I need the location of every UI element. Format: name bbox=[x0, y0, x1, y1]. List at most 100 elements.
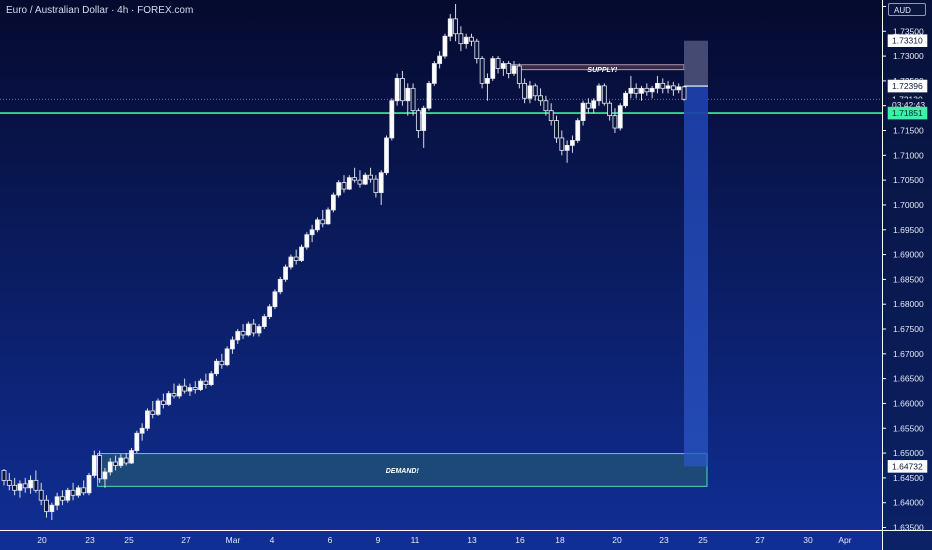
candle-body-up bbox=[261, 316, 267, 327]
candle bbox=[607, 100, 613, 121]
candle bbox=[522, 78, 528, 104]
candle bbox=[628, 75, 634, 99]
candle-body-up bbox=[676, 86, 682, 91]
y-tick-label: 1.69000 bbox=[893, 250, 924, 260]
candle bbox=[458, 26, 464, 52]
projection-target-box bbox=[684, 86, 708, 467]
candle-body-down bbox=[357, 179, 363, 185]
candle-body-down bbox=[219, 360, 225, 366]
candle-body-down bbox=[601, 85, 607, 104]
candle-body-up bbox=[336, 182, 342, 196]
candle bbox=[660, 78, 666, 94]
price-marker-box bbox=[887, 79, 928, 93]
candle bbox=[1, 468, 7, 486]
candle-body-up bbox=[187, 387, 193, 392]
candle bbox=[617, 103, 623, 131]
candle-body-down bbox=[474, 40, 480, 59]
candle-body-up bbox=[277, 278, 283, 293]
candle-body-up bbox=[86, 475, 92, 494]
candle-body-up bbox=[437, 55, 443, 64]
candle bbox=[591, 98, 597, 114]
candle-body-up bbox=[394, 78, 400, 102]
candle bbox=[107, 458, 113, 476]
candle-body-down bbox=[522, 82, 528, 99]
candle-body-down bbox=[495, 58, 501, 69]
candle bbox=[495, 56, 501, 74]
candle bbox=[208, 371, 214, 387]
candle-body-up bbox=[431, 63, 437, 84]
candle bbox=[230, 336, 235, 354]
candle-body-up bbox=[596, 85, 602, 102]
candle-body-up bbox=[426, 82, 432, 109]
candle-body-down bbox=[6, 479, 12, 486]
candle bbox=[118, 454, 124, 468]
supply-zone-label: SUPPLY! bbox=[587, 67, 617, 74]
candle-body-up bbox=[591, 100, 597, 109]
x-tick-label: 4 bbox=[270, 535, 275, 545]
candle-body-up bbox=[54, 496, 60, 506]
candle bbox=[245, 321, 251, 337]
candle bbox=[368, 167, 373, 183]
candle bbox=[469, 33, 474, 47]
candle-body-down bbox=[670, 85, 676, 91]
candle bbox=[240, 324, 246, 339]
candle-body-up bbox=[315, 219, 320, 231]
candle-body-up bbox=[102, 471, 108, 480]
candle bbox=[612, 108, 618, 133]
candle-body-up bbox=[442, 35, 448, 57]
x-tick-label: 30 bbox=[803, 535, 813, 545]
chart-title: Euro / Australian Dollar · 4h · FOREX.co… bbox=[6, 5, 194, 16]
candle bbox=[219, 353, 225, 369]
candle-body-down bbox=[479, 58, 485, 84]
candle bbox=[214, 358, 219, 377]
candle-body-up bbox=[623, 92, 628, 107]
candle bbox=[320, 209, 326, 228]
zones: SUPPLY! DEMAND! bbox=[97, 40, 708, 487]
candle-body-up bbox=[17, 483, 23, 491]
candle bbox=[575, 118, 581, 143]
y-tick-label: 1.65000 bbox=[893, 448, 924, 458]
candle bbox=[70, 482, 76, 501]
candle-body-up bbox=[617, 105, 623, 129]
candle bbox=[288, 254, 294, 270]
candle bbox=[102, 467, 108, 488]
x-tick-label: 16 bbox=[515, 535, 525, 545]
candle bbox=[49, 502, 55, 521]
candle bbox=[665, 80, 671, 94]
candle-body-down bbox=[612, 115, 618, 129]
candle-body-up bbox=[208, 373, 214, 385]
candle bbox=[6, 472, 12, 491]
candle bbox=[410, 83, 416, 116]
candle bbox=[12, 477, 18, 496]
candle-body-down bbox=[410, 87, 416, 112]
candle bbox=[564, 140, 570, 163]
candle-body-down bbox=[554, 120, 559, 139]
candle-body-down bbox=[506, 63, 512, 74]
demand-zone-label: DEMAND! bbox=[386, 468, 420, 475]
candle bbox=[548, 103, 554, 126]
x-tick-label: 18 bbox=[555, 535, 565, 545]
candle bbox=[463, 33, 469, 49]
x-tick-label: 23 bbox=[85, 535, 95, 545]
candle-body-down bbox=[644, 87, 650, 93]
candle-body-up bbox=[389, 100, 395, 139]
candle-body-up bbox=[267, 306, 273, 318]
candle bbox=[442, 33, 448, 59]
x-tick-label: 6 bbox=[328, 535, 333, 545]
candle bbox=[134, 430, 140, 454]
candle bbox=[474, 38, 480, 64]
candle bbox=[176, 383, 182, 399]
candle-body-up bbox=[129, 450, 134, 464]
candle bbox=[235, 329, 241, 344]
candle bbox=[203, 373, 209, 389]
currency-badge[interactable]: AUD bbox=[888, 3, 926, 16]
x-tick-label: 20 bbox=[37, 535, 47, 545]
candle bbox=[145, 408, 150, 431]
y-tick-label: 1.64000 bbox=[893, 498, 924, 508]
candle bbox=[283, 264, 288, 282]
candle-body-up bbox=[214, 360, 219, 375]
x-tick-label: 25 bbox=[124, 535, 134, 545]
candle bbox=[415, 108, 421, 138]
y-tick-label: 1.68500 bbox=[893, 274, 924, 284]
